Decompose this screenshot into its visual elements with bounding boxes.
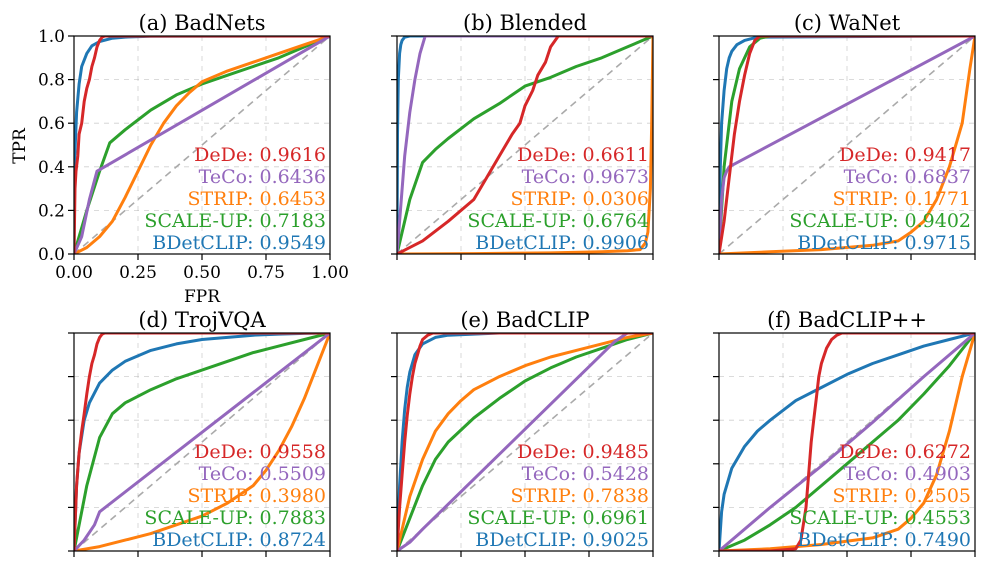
legend-label-dede: DeDe: 0.9558 xyxy=(194,441,326,463)
x-tick-label: 1.00 xyxy=(311,263,349,283)
roc-line-scale-up xyxy=(397,36,653,254)
roc-line-scale-up xyxy=(397,333,653,551)
x-tick-label: 0.50 xyxy=(183,263,221,283)
x-axis-label: FPR xyxy=(184,287,221,307)
legend-label-scale-up: SCALE-UP: 0.9402 xyxy=(789,210,971,232)
y-tick-label: 0.6 xyxy=(38,114,65,134)
roc-line-dede xyxy=(719,333,975,551)
roc-line-teco xyxy=(397,36,653,254)
legend-label-bdetclip: BDetCLIP: 0.8724 xyxy=(152,529,326,551)
legend-label-dede: DeDe: 0.9616 xyxy=(194,144,326,166)
chance-diagonal xyxy=(396,332,654,552)
legend-label-bdetclip: BDetCLIP: 0.9906 xyxy=(475,232,649,254)
roc-line-dede xyxy=(397,333,653,551)
y-tick-label: 0.4 xyxy=(38,158,65,178)
panel-title: (f) BadCLIP++ xyxy=(767,308,927,332)
panel-title: (e) BadCLIP xyxy=(460,308,589,332)
legend-label-strip: STRIP: 0.6453 xyxy=(187,188,326,210)
legend-label-dede: DeDe: 0.9485 xyxy=(517,441,649,463)
x-tick-label: 0.00 xyxy=(55,263,93,283)
roc-line-strip xyxy=(397,36,653,254)
roc-line-dede xyxy=(719,36,975,254)
roc-line-teco xyxy=(719,333,975,551)
roc-line-dede xyxy=(74,36,330,254)
legend-label-teco: TeCo: 0.6837 xyxy=(844,166,971,188)
roc-line-strip xyxy=(719,333,975,551)
legend-label-strip: STRIP: 0.7838 xyxy=(510,485,649,507)
roc-line-bdetclip xyxy=(719,333,975,551)
legend-label-bdetclip: BDetCLIP: 0.9549 xyxy=(152,232,326,254)
legend-label-strip: STRIP: 0.1771 xyxy=(832,188,971,210)
chance-diagonal xyxy=(396,35,654,255)
x-tick-label: 0.75 xyxy=(247,263,285,283)
legend-label-scale-up: SCALE-UP: 0.6961 xyxy=(467,507,649,529)
legend-label-scale-up: SCALE-UP: 0.7883 xyxy=(144,507,326,529)
legend-label-bdetclip: BDetCLIP: 0.9025 xyxy=(475,529,649,551)
legend-label-scale-up: SCALE-UP: 0.7183 xyxy=(144,210,326,232)
roc-line-dede xyxy=(397,36,653,254)
legend-label-teco: TeCo: 0.9673 xyxy=(522,166,649,188)
legend-label-dede: DeDe: 0.6611 xyxy=(517,144,649,166)
roc-line-teco xyxy=(719,36,975,254)
panel-title: (d) TrojVQA xyxy=(138,308,266,332)
roc-line-teco xyxy=(74,36,330,254)
roc-line-strip xyxy=(397,333,653,551)
legend-label-teco: TeCo: 0.5428 xyxy=(522,463,649,485)
legend-label-dede: DeDe: 0.6272 xyxy=(839,441,971,463)
roc-line-scale-up xyxy=(74,333,330,551)
roc-line-dede xyxy=(74,333,330,551)
legend-label-strip: STRIP: 0.3980 xyxy=(187,485,326,507)
legend-label-strip: STRIP: 0.2505 xyxy=(832,485,971,507)
y-tick-label: 0.0 xyxy=(38,245,65,265)
panel-title: (a) BadNets xyxy=(139,11,266,35)
panel-title: (b) Blended xyxy=(463,11,587,35)
y-tick-label: 0.8 xyxy=(38,71,65,91)
roc-panel-1: 0.00 0.25 0.50 0.75 1.00 0.0 0.2 0.4 0.6 0.8 1.0 (a… xyxy=(38,11,349,283)
x-tick-label: 0.25 xyxy=(119,263,157,283)
roc-line-teco xyxy=(397,333,653,551)
legend-label-teco: TeCo: 0.6436 xyxy=(199,166,326,188)
legend-label-bdetclip: BDetCLIP: 0.7490 xyxy=(797,529,971,551)
roc-line-strip xyxy=(719,36,975,254)
chance-diagonal xyxy=(718,35,976,255)
roc-line-strip xyxy=(74,333,330,551)
roc-line-bdetclip xyxy=(719,36,975,254)
legend-label-teco: TeCo: 0.4903 xyxy=(844,463,971,485)
legend-label-strip: STRIP: 0.0306 xyxy=(510,188,649,210)
y-axis-label: TPR xyxy=(10,127,30,164)
legend-label-scale-up: SCALE-UP: 0.4553 xyxy=(789,507,971,529)
roc-line-teco xyxy=(74,333,330,551)
roc-line-scale-up xyxy=(719,333,975,551)
panels: 0.00 0.25 0.50 0.75 1.00 0.0 0.2 0.4 0.6 0.8 1.0 (a… xyxy=(38,11,976,557)
legend-label-scale-up: SCALE-UP: 0.6764 xyxy=(467,210,649,232)
legend-label-dede: DeDe: 0.9417 xyxy=(839,144,971,166)
panel-title: (c) WaNet xyxy=(794,11,901,35)
y-tick-label: 1.0 xyxy=(38,27,65,47)
legend-label-teco: TeCo: 0.5509 xyxy=(199,463,326,485)
roc-line-strip xyxy=(74,36,330,254)
chance-diagonal xyxy=(73,35,331,255)
chance-diagonal xyxy=(73,332,331,552)
legend-label-bdetclip: BDetCLIP: 0.9715 xyxy=(797,232,971,254)
y-tick-label: 0.2 xyxy=(38,201,65,221)
